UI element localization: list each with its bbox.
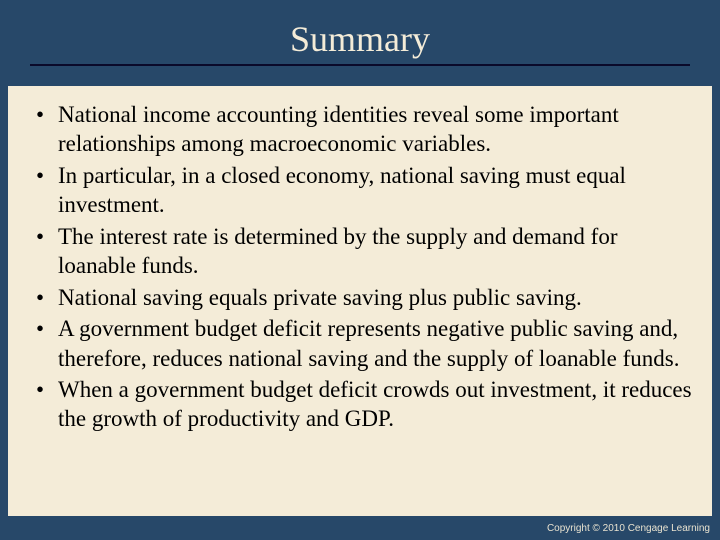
content-area: National income accounting identities re… [8,86,712,516]
slide: Summary National income accounting ident… [0,0,720,540]
list-item: In particular, in a closed economy, nati… [36,161,694,220]
list-item: National income accounting identities re… [36,100,694,159]
list-item: The interest rate is determined by the s… [36,222,694,281]
copyright-text: Copyright © 2010 Cengage Learning [547,523,710,534]
list-item: A government budget deficit represents n… [36,314,694,373]
slide-title: Summary [290,18,430,60]
bullet-list: National income accounting identities re… [36,100,694,434]
title-underline [30,64,690,66]
list-item: When a government budget deficit crowds … [36,375,694,434]
list-item: National saving equals private saving pl… [36,283,694,312]
title-area: Summary [0,0,720,66]
